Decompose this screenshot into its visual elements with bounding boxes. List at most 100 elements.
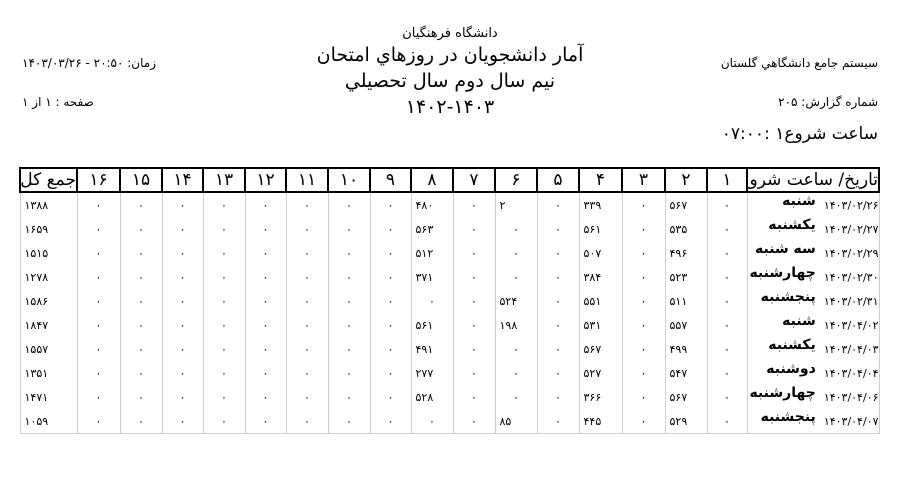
count-cell: ۰	[621, 192, 666, 217]
column-header: ۳	[621, 167, 666, 193]
count-cell: ۰	[369, 409, 412, 434]
count-cell: ۰	[119, 192, 163, 217]
count-cell: ۰	[202, 337, 246, 361]
column-header: ۵	[536, 167, 580, 193]
date: ۱۴۰۳/۰۴/۰۷	[823, 415, 879, 428]
count-cell: ۰	[536, 217, 580, 241]
count-cell: ۰	[76, 289, 121, 313]
count-cell: ۰	[161, 192, 204, 217]
count-cell: ۰	[706, 361, 748, 385]
count-cell: ۰	[244, 241, 287, 265]
count-cell: ۳۶۶	[578, 385, 623, 409]
report-time: زمان: ۲۰:۵۰ - ۱۴۰۳/۰۳/۲۶	[22, 56, 157, 70]
count-cell: ۰	[621, 241, 666, 265]
count-cell: ۰	[327, 361, 371, 385]
count-cell: ۰	[202, 313, 246, 337]
count-cell: ۸۵	[494, 409, 538, 434]
total-cell: ۱۴۷۱	[19, 385, 78, 409]
count-cell: ۰	[202, 241, 246, 265]
count-cell: ۰	[244, 289, 287, 313]
count-cell: ۰	[285, 289, 329, 313]
date: ۱۴۰۳/۰۴/۰۴	[823, 367, 879, 380]
count-cell: ۰	[76, 385, 121, 409]
weekday: پنجشنبه	[760, 409, 816, 425]
count-cell: ۵۶۱	[578, 217, 623, 241]
count-cell: ۰	[494, 241, 538, 265]
table-row: ۱۴۰۳/۰۲/۲۷یکشنبه ۰ ۵۳۵ ۰ ۵۶۱ ۰ ۰ ۰ ۵۶۳ ۰ ۰ ۰ ۰ ۰ ۰ ۰ ۰ ۱۶…	[19, 217, 880, 241]
count-cell: ۰	[76, 192, 121, 217]
page-number: صفحه : ۱ از ۱	[22, 95, 94, 109]
count-cell: ۰	[536, 289, 580, 313]
date: ۱۴۰۳/۰۲/۲۶	[823, 199, 879, 212]
count-cell: ۰	[369, 289, 412, 313]
count-cell: ۰	[161, 289, 204, 313]
date-cell: ۱۴۰۳/۰۲/۳۰ چهارشنبه	[746, 265, 880, 289]
count-cell: ۰	[369, 361, 412, 385]
count-cell: ۰	[327, 265, 371, 289]
count-cell: ۰	[202, 192, 246, 217]
count-cell: ۰	[452, 409, 496, 434]
table-row: ۱۴۰۳/۰۴/۰۳یکشنبه ۰ ۴۹۹ ۰ ۵۶۷ ۰ ۰ ۰ ۴۹۱ ۰ ۰ ۰ ۰ ۰ ۰ ۰ ۰ ۱۵…	[19, 337, 880, 361]
count-cell: ۵۴۷	[664, 361, 708, 385]
column-header: ۱۰	[327, 167, 371, 193]
column-header: ۸	[410, 167, 454, 193]
total-cell: ۱۸۴۷	[19, 313, 78, 337]
system-name: سیستم جامع دانشگاهي گلستان	[720, 56, 878, 70]
count-cell: ۰	[76, 337, 121, 361]
date: ۱۴۰۳/۰۲/۳۰	[823, 271, 879, 284]
count-cell: ۵۶۷	[664, 192, 708, 217]
count-cell: ۰	[452, 217, 496, 241]
count-cell: ۰	[369, 265, 412, 289]
column-header: ۷	[452, 167, 496, 193]
count-cell: ۰	[536, 409, 580, 434]
count-cell: ۰	[706, 265, 748, 289]
weekday: سه شنبه	[754, 241, 816, 257]
count-cell: ۵۶۱	[410, 313, 454, 337]
date-cell: ۱۴۰۳/۰۲/۳۱ پنجشنبه	[746, 289, 880, 313]
weekday: چهارشنبه	[749, 265, 816, 281]
count-cell: ۰	[161, 409, 204, 434]
table-row: ۱۴۰۳/۰۲/۲۶شنبه ۰ ۵۶۷ ۰ ۳۳۹ ۰ ۲ ۰ ۴۸۰ ۰ ۰ ۰ ۰ ۰ ۰ ۰ ۰ ۱۳۸۸	[19, 192, 880, 217]
count-cell: ۰	[452, 313, 496, 337]
weekday: چهارشنبه	[749, 385, 816, 401]
count-cell: ۰	[494, 265, 538, 289]
weekday: شنبه	[782, 193, 816, 209]
table-row: ۱۴۰۳/۰۴/۰۴دوشنبه ۰ ۵۴۷ ۰ ۵۲۷ ۰ ۰ ۰ ۲۷۷ ۰ ۰ ۰ ۰ ۰ ۰ ۰ ۰ ۱۳…	[19, 361, 880, 385]
count-cell: ۰	[285, 192, 329, 217]
date-cell: ۱۴۰۳/۰۴/۰۴ دوشنبه	[746, 361, 880, 385]
count-cell: ۰	[536, 265, 580, 289]
date-cell: ۱۴۰۳/۰۴/۰۳ یکشنبه	[746, 337, 880, 361]
count-cell: ۰	[706, 289, 748, 313]
count-cell: ۵۲۹	[664, 409, 708, 434]
count-cell: ۰	[119, 265, 163, 289]
count-cell: ۴۸۰	[410, 192, 454, 217]
count-cell: ۰	[706, 313, 748, 337]
table-row: ۱۴۰۳/۰۲/۲۹سه شنبه ۰ ۴۹۶ ۰ ۵۰۷ ۰ ۰ ۰ ۵۱۲ ۰ ۰ ۰ ۰ ۰ ۰ ۰ ۰ ۱…	[19, 241, 880, 265]
count-cell: ۰	[244, 313, 287, 337]
count-cell: ۰	[410, 409, 454, 434]
date-cell: ۱۴۰۳/۰۲/۲۷ یکشنبه	[746, 217, 880, 241]
count-cell: ۰	[452, 192, 496, 217]
count-cell: ۰	[161, 265, 204, 289]
report-number: شماره گزارش: ۲۰۵	[778, 95, 878, 109]
count-cell: ۰	[285, 361, 329, 385]
count-cell: ۰	[285, 409, 329, 434]
count-cell: ۰	[410, 289, 454, 313]
count-cell: ۰	[161, 313, 204, 337]
count-cell: ۰	[621, 217, 666, 241]
count-cell: ۰	[369, 217, 412, 241]
total-cell: ۱۳۸۸	[19, 192, 78, 217]
count-cell: ۰	[621, 313, 666, 337]
count-cell: ۰	[285, 217, 329, 241]
total-cell: ۱۵۵۷	[19, 337, 78, 361]
weekday: یکشنبه	[768, 217, 816, 233]
count-cell: ۰	[285, 385, 329, 409]
count-cell: ۰	[494, 217, 538, 241]
count-cell: ۰	[119, 361, 163, 385]
count-cell: ۰	[161, 217, 204, 241]
count-cell: ۰	[706, 337, 748, 361]
column-header: ۹	[369, 167, 412, 193]
column-header: ۴	[578, 167, 623, 193]
count-cell: ۰	[536, 241, 580, 265]
count-cell: ۰	[369, 241, 412, 265]
